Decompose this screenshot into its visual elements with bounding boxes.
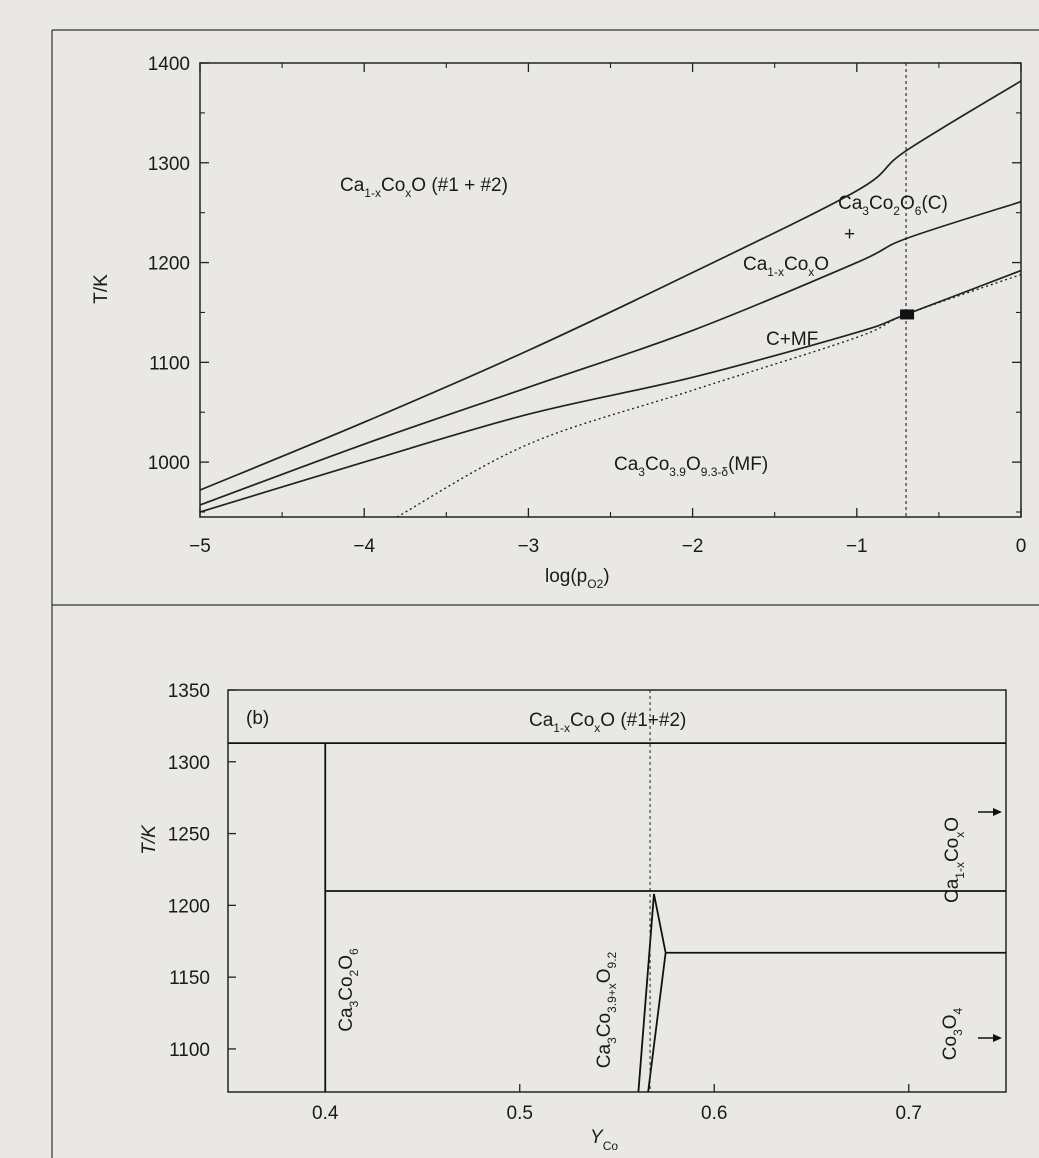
panel-b-y-tick-label: 1150 [169, 968, 210, 989]
panel-b-y-tick-label: 1100 [169, 1040, 210, 1061]
panel-a-x-tick-label: −4 [353, 536, 375, 557]
panel-a-x-tick-label: −3 [518, 536, 540, 557]
panel-a-series-line-2 [199, 200, 1022, 506]
panel-a-x-tick-label: −5 [189, 536, 211, 557]
panel-b-annotation-b4-text: Ca1-xCoxO [942, 817, 967, 903]
panel-a-y-tick-label: 1100 [149, 353, 190, 374]
panel-a-series-line-3 [199, 269, 1022, 513]
panel-b-phase-boundary-5 [637, 893, 667, 1093]
panel-a-y-tick-label: 1400 [148, 54, 190, 75]
panel-b-x-axis-label: YCo [590, 1127, 618, 1153]
panel-a-annotation-ann1: Ca1-xCoxO (#1 + #2) [340, 175, 508, 200]
panel-b-x-tick-label: 0.4 [312, 1103, 339, 1124]
panel-b-chart: 0.4 0.5 0.6 0.7 1100 1150 1200 1250 1300 1350 Ca1… [139, 681, 1007, 1153]
panel-b-annotation-b1: Ca1-xCoxO (#1+#2) [529, 710, 686, 735]
panel-b-series [228, 690, 1006, 1093]
panel-a-square-marker [900, 309, 915, 320]
panel-a-x-tick-label: −2 [682, 536, 704, 557]
panel-a-annotation-ann2: Ca3Co2O6(C) [838, 193, 948, 218]
panel-b-ticks: 0.4 0.5 0.6 0.7 1100 1150 1200 1250 1300 1350 [168, 681, 922, 1124]
panel-a-y-tick-label: 1200 [148, 254, 190, 275]
panel-a-ticks: −5 −4 −3 −2 −1 0 1000 1100 1200 1300 1400 [148, 54, 1027, 557]
panel-b-annotation-b5: Co3O4 [940, 1007, 965, 1060]
panel-a-annotation-ann5: C+MF [766, 329, 818, 350]
panel-a-x-axis-label: log(pO2) [545, 566, 610, 591]
panel-a-x-tick-label: −1 [846, 536, 868, 557]
panel-a-plot-area [199, 62, 1022, 518]
panel-a-series-line-1 [199, 80, 1022, 491]
panel-b-label: (b) [246, 708, 269, 729]
panel-a-series-line-4 [396, 273, 1022, 518]
panel-b-y-tick-label: 1200 [168, 896, 210, 917]
panel-a-series [199, 63, 1022, 518]
panel-b-annotation-b5-text: Co3O4 [940, 1007, 965, 1060]
panel-b-x-tick-label: 0.7 [896, 1103, 922, 1124]
panel-a-y-tick-label: 1300 [148, 154, 190, 175]
panel-b-y-tick-label: 1350 [168, 681, 210, 702]
panel-b-y-tick-label: 1250 [168, 825, 210, 846]
panel-b-arrow-head [993, 1034, 1002, 1042]
panel-a-x-tick-label: 0 [1016, 536, 1027, 557]
panel-b-arrow-head [993, 808, 1002, 816]
panel-a-annotations: Ca1-xCoxO (#1 + #2) Ca3Co2O6(C) + Ca1-xCoxO… [340, 175, 948, 479]
panel-b-annotations: Ca1-xCoxO (#1+#2) Ca3Co2O6 Ca3Co3.9+xO9.2 C… [336, 710, 1002, 1068]
panel-b-y-axis-label: T/K [139, 824, 160, 855]
panel-b-annotation-b3-text: Ca3Co3.9+xO9.2 [594, 951, 619, 1068]
panel-a-annotation-ann6: Ca3Co3.9O9.3-δ(MF) [614, 454, 768, 479]
panel-b-annotation-b2: Ca3Co2O6 [336, 948, 361, 1032]
panel-b-annotation-b3: Ca3Co3.9+xO9.2 [594, 951, 619, 1068]
panel-a-y-tick-label: 1000 [148, 453, 190, 474]
panel-a-annotation-ann4: Ca1-xCoxO [743, 254, 829, 279]
panel-a-chart: −5 −4 −3 −2 −1 0 1000 1100 1200 1300 1400 Ca1-xCox… [91, 54, 1026, 591]
panel-a-annotation-ann3: + [844, 224, 855, 245]
panel-b-x-tick-label: 0.5 [507, 1103, 533, 1124]
panel-b-x-tick-label: 0.6 [701, 1103, 727, 1124]
panel-b-annotation-b2-text: Ca3Co2O6 [336, 948, 361, 1032]
panel-a-y-axis-label: T/K [91, 274, 112, 304]
panel-b-y-tick-label: 1300 [168, 753, 210, 774]
panel-b-annotation-b4: Ca1-xCoxO [942, 817, 967, 903]
